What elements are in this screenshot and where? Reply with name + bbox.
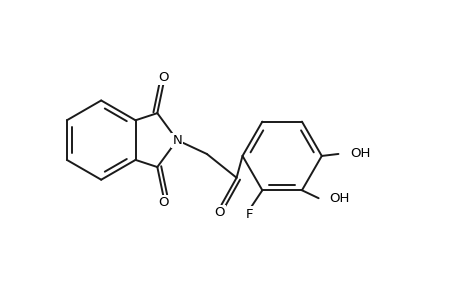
Text: N: N	[172, 134, 182, 147]
Text: OH: OH	[328, 193, 348, 206]
Text: O: O	[158, 196, 168, 209]
Text: O: O	[158, 71, 168, 84]
Text: F: F	[246, 208, 253, 220]
Text: O: O	[214, 206, 224, 219]
Text: OH: OH	[350, 148, 370, 160]
